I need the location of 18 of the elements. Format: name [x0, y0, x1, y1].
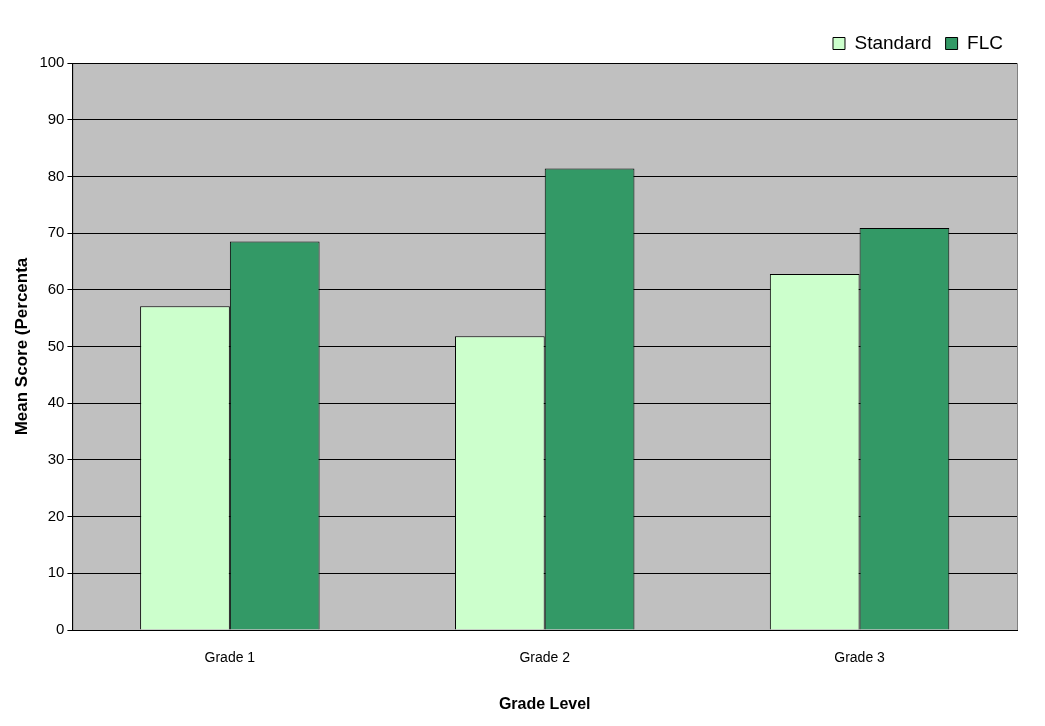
y-tick-label: 30	[47, 450, 65, 468]
y-tick-label: 70	[47, 223, 65, 241]
y-tick-label: 0	[56, 620, 65, 638]
x-axis-title: Grade Level	[498, 694, 591, 712]
legend-label: FLC	[967, 31, 1004, 53]
y-tick-label: 100	[39, 53, 65, 71]
y-tick-label: 10	[47, 563, 65, 581]
y-tick-label: 40	[47, 393, 65, 411]
y-tick-label: 20	[47, 506, 65, 524]
y-tick-label: 50	[47, 336, 65, 354]
x-tick-label: Grade 2	[519, 649, 571, 666]
legend-label: Standard	[854, 31, 932, 53]
y-axis-title: Mean Score (Percenta	[11, 257, 31, 436]
y-tick-label: 60	[47, 279, 65, 297]
x-tick-label: Grade 1	[204, 649, 256, 666]
y-tick-label: 90	[47, 109, 65, 127]
x-tick-label: Grade 3	[834, 649, 886, 666]
y-tick-label: 80	[47, 166, 65, 184]
